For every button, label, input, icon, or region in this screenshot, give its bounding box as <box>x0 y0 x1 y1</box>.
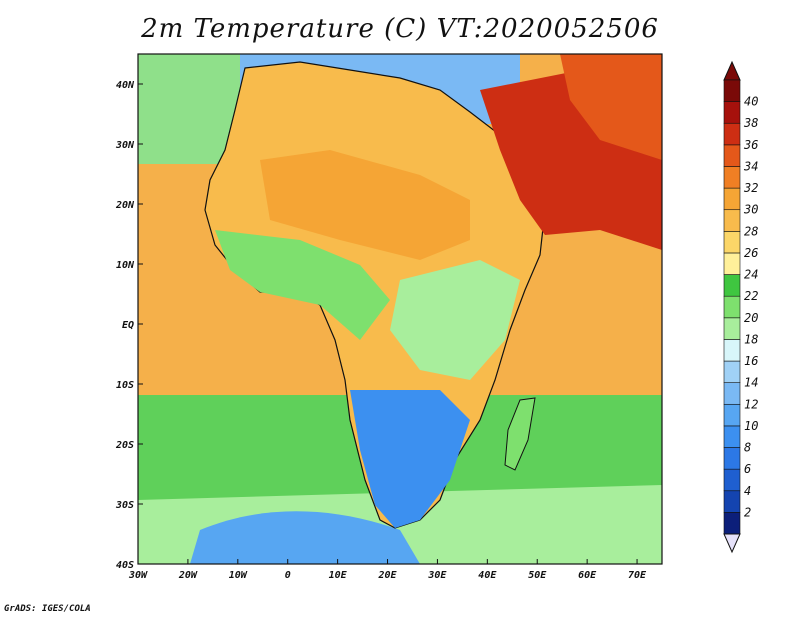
lat-tick-label: 20S <box>115 440 134 451</box>
colorbar-level-label: 36 <box>743 138 758 152</box>
colorbar-swatch <box>723 252 741 275</box>
colorbar-swatch <box>723 231 741 254</box>
iran-hot-area <box>560 54 662 160</box>
map-title: 2m Temperature (C) VT:2020052506 <box>141 14 659 44</box>
southern-ocean-cold-band <box>190 511 420 564</box>
lat-tick-label: 40S <box>116 560 134 571</box>
colorbar-level-label: 24 <box>744 268 758 282</box>
colorbar-level-label: 26 <box>744 246 758 260</box>
sahara-warm-area <box>260 150 470 260</box>
longitude-ticks: 30W 20W 10W 0 10E 20E 30E 40E 50E 60E 70E <box>128 559 647 581</box>
colorbar-level-label: 32 <box>743 181 758 195</box>
colorbar-level-label: 8 <box>744 441 751 455</box>
colorbar-swatch <box>723 425 741 448</box>
colorbar-swatch <box>723 490 741 513</box>
colorbar-level-label: 4 <box>744 484 751 498</box>
colorbar-swatch <box>723 209 741 232</box>
colorbar-swatch <box>723 512 741 535</box>
lat-tick-label: 40N <box>116 80 135 91</box>
lat-tick-label: 20N <box>115 200 135 211</box>
colorbar-level-label: 40 <box>744 95 758 109</box>
west-africa-green-area <box>215 230 390 340</box>
colorbar-swatch <box>723 403 741 427</box>
colorbar-swatch <box>723 122 741 146</box>
colorbar-level-label: 14 <box>744 376 758 390</box>
lon-tick-label: 30W <box>128 570 148 581</box>
colorbar-swatch <box>723 144 741 167</box>
colorbar-swatch <box>723 79 741 102</box>
colorbar-level-label: 30 <box>743 203 758 217</box>
colorbar-swatch <box>723 295 741 319</box>
lon-tick-label: 50E <box>528 570 547 581</box>
colorbar-level-label: 6 <box>744 462 751 476</box>
latitude-ticks: 40N 30N 20N 10N EQ 10S 20S 30S 40S <box>115 80 143 571</box>
colorbar-level-label: 16 <box>744 354 758 368</box>
colorbar-level-label: 34 <box>743 159 758 173</box>
lon-tick-label: 30E <box>427 570 447 581</box>
colorbar-level-label: 20 <box>744 311 758 325</box>
colorbar-level-label: 2 <box>744 505 751 519</box>
colorbar-level-label: 38 <box>743 116 758 130</box>
colorbar-swatch <box>723 447 741 470</box>
lat-tick-label: EQ <box>122 320 134 331</box>
east-africa-green-area <box>390 260 520 380</box>
colorbar-swatch <box>723 360 741 383</box>
colorbar-swatch <box>723 166 741 189</box>
colorbar-swatch <box>723 187 741 211</box>
map-plot-area <box>138 54 662 564</box>
colorbar-swatch <box>723 468 741 492</box>
lon-tick-label: 40E <box>478 570 497 581</box>
colorbar-level-label: 28 <box>744 224 758 238</box>
lat-tick-label: 30N <box>115 140 135 151</box>
southern-africa-cool-area <box>350 390 470 528</box>
lat-tick-label: 10N <box>116 260 135 271</box>
lat-tick-label: 10S <box>116 380 134 391</box>
colorbar-swatch <box>723 274 741 297</box>
colorbar-swatch <box>723 101 741 124</box>
colorbar-swatch <box>723 317 741 340</box>
map-frame <box>137 53 663 565</box>
colorbar-swatch <box>723 339 741 362</box>
madagascar <box>504 397 536 471</box>
lat-tick-label: 30S <box>115 500 134 511</box>
colorbar-upper-arrow <box>723 60 741 81</box>
lon-tick-label: 10W <box>229 570 248 581</box>
grads-credit: GrADS: IGES/COLA <box>4 604 91 614</box>
lon-tick-label: 20E <box>377 570 397 581</box>
colorbar-level-label: 12 <box>744 397 758 411</box>
lon-tick-label: 70E <box>628 570 647 581</box>
lon-tick-label: 20W <box>178 570 198 581</box>
colorbar-lower-arrow <box>723 533 741 554</box>
colorbar-level-label: 18 <box>744 332 758 346</box>
lon-tick-label: 0 <box>285 570 291 581</box>
lon-tick-label: 10E <box>329 570 348 581</box>
lon-tick-label: 60E <box>578 570 597 581</box>
colorbar-level-label: 10 <box>744 419 758 433</box>
colorbar-level-label: 22 <box>744 289 758 303</box>
colorbar-swatch <box>723 382 741 405</box>
